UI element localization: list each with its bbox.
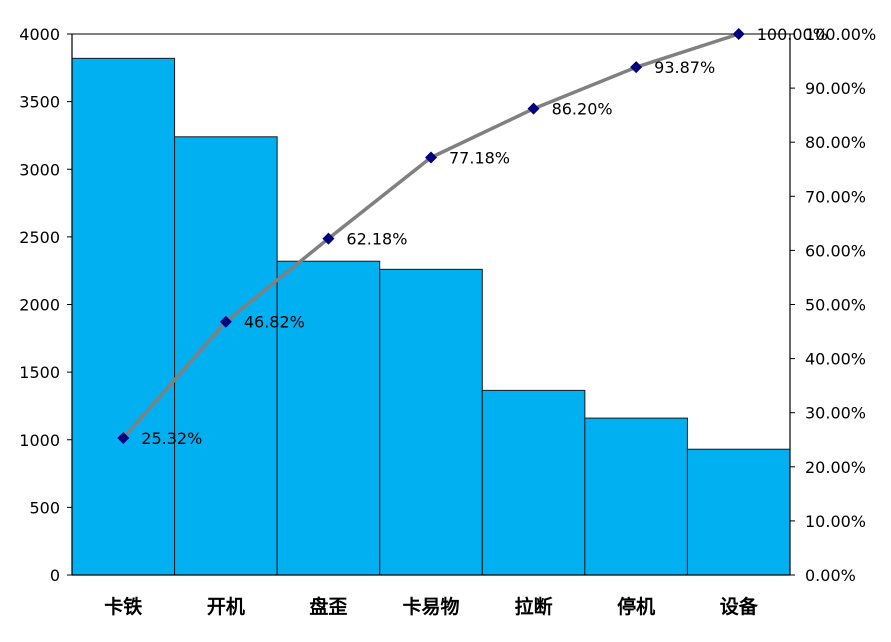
cumulative-marker-2 [219,315,232,328]
cumulative-marker-6 [630,61,643,74]
cumulative-data-label: 25.32% [141,429,202,448]
category-label: 卡易物 [402,595,459,618]
cumulative-data-label: 86.20% [552,100,613,119]
bar-6 [584,417,688,576]
category-label: 设备 [720,595,759,618]
y2-tick-label: 30.00% [805,404,866,423]
y-tick-label: 500 [29,498,60,517]
y-tick-label: 3500 [19,93,60,112]
y2-tick-label: 50.00% [805,296,866,315]
cumulative-marker-4 [425,151,437,164]
bar-4 [379,268,483,576]
cumulative-marker-7 [732,28,745,40]
y-tick-label: 4000 [19,25,60,44]
y2-tick-label: 90.00% [805,79,866,98]
cumulative-marker-3 [322,232,335,245]
y-tick-label: 0 [50,566,60,585]
bar-5 [481,389,586,576]
category-label: 盘歪 [309,595,347,618]
cumulative-data-label: 77.18% [449,148,510,167]
bar-7 [686,448,791,576]
cumulative-data-label: 100.00% [757,25,828,44]
y2-tick-label: 40.00% [805,350,866,369]
cumulative-data-label: 62.18% [346,230,407,249]
cumulative-marker-1 [117,432,130,445]
y2-tick-label: 80.00% [805,133,866,152]
category-label: 停机 [617,595,655,618]
y2-tick-label: 70.00% [805,187,866,206]
cumulative-data-label: 93.87% [654,58,715,77]
cumulative-marker-5 [527,102,540,115]
bar-3 [276,260,381,576]
y-tick-label: 3000 [19,160,60,179]
y2-tick-label: 0.00% [805,566,856,585]
bar-1 [71,57,176,576]
y-tick-label: 2500 [19,228,60,247]
y2-tick-label: 60.00% [805,241,866,260]
cumulative-line-layer: 25.32% 46.82% 62.18% 77.18% 86.20% 93.87% 100.… [117,25,828,448]
category-label: 卡铁 [104,595,142,618]
y2-tick-label: 20.00% [805,458,866,477]
y-tick-label: 1000 [19,431,60,450]
bars-layer [71,57,791,576]
y-tick-label: 2000 [19,296,60,315]
bar-2 [174,136,278,576]
axes-layer: 0 500 1000 1500 2000 2500 3000 3500 4000 0.00% 10.… [19,25,876,618]
category-label: 拉断 [515,595,553,618]
watermark: CSDN @Data-Mining [752,619,885,634]
y2-tick-label: 10.00% [805,512,866,531]
y-tick-label: 1500 [19,363,60,382]
category-label: 开机 [207,596,245,618]
cumulative-data-label: 46.82% [244,313,305,332]
y2-tick-label: 100.00% [805,25,876,44]
